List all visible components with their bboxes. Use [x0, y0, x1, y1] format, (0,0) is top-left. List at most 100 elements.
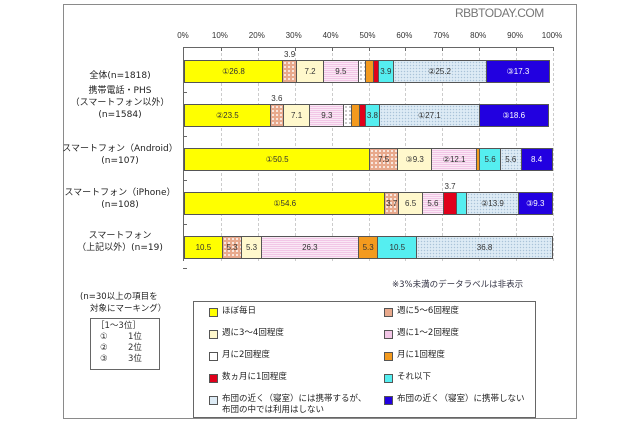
bar-segment: ②12.1	[432, 148, 477, 171]
legend-swatch-icon	[209, 352, 218, 361]
bar-segment: 10.5	[184, 236, 223, 259]
legend-swatch-icon	[384, 352, 393, 361]
legend-swatch-icon	[384, 396, 393, 405]
bar-segment: 5.3	[242, 236, 262, 259]
bar-segment: ②23.5	[184, 104, 271, 127]
x-tick-label: 40%	[322, 31, 339, 40]
legend-label: 月に1回程度	[397, 350, 445, 360]
bar-segment: ②25.2	[393, 60, 487, 83]
legend-item: 数ヵ月に1回程度	[209, 372, 287, 383]
bar-segment	[351, 104, 361, 127]
data-label: ②23.5	[215, 111, 239, 120]
bar-segment: 3.6	[270, 94, 284, 127]
legend-swatch-icon	[384, 330, 393, 339]
legend-item: 週に5～6回程度	[384, 306, 459, 317]
bar-segment: 5.6	[500, 148, 522, 171]
data-label: 3.8	[366, 111, 378, 120]
bar-segment: ①50.5	[184, 148, 371, 171]
legend-item: 布団の近く（寝室）に携帯しない	[384, 394, 525, 405]
bar-segment	[344, 104, 352, 127]
rank-key-row: ③ 3位	[100, 354, 142, 364]
data-label: 5.3	[245, 243, 258, 252]
bar-segment: 5.3	[222, 236, 243, 259]
marking-note: (n=30以上の項目を 対象にマーキング）	[80, 292, 167, 314]
row-label: スマートフォン（iPhone） (n=108)	[64, 188, 176, 210]
data-label: ①50.5	[265, 155, 289, 164]
bar-segment: ①26.8	[184, 60, 283, 83]
bar-segment: 7.2	[297, 60, 324, 83]
x-tick	[331, 47, 333, 51]
data-label: 7.2	[304, 67, 316, 76]
legend-item: ほぼ毎日	[209, 306, 256, 317]
bar-segment: 3.7	[443, 182, 458, 215]
data-label-above: 3.6	[271, 94, 283, 103]
x-tick-label: 0%	[177, 31, 189, 40]
data-label: 26.3	[302, 243, 318, 252]
bar-segment: ③17.3	[486, 60, 551, 83]
data-label: ①26.8	[222, 67, 245, 76]
data-label: ②13.9	[481, 199, 504, 208]
legend-label: 布団の近く（寝室）には携帯するが、 布団の中では利用はしない	[222, 394, 367, 415]
bar-segment	[366, 60, 375, 83]
bar-segment: 8.4	[521, 148, 553, 171]
x-tick-label: 50%	[359, 31, 376, 40]
y-tick	[183, 136, 187, 137]
rank-key-box: ［1～3位］ ① 1位 ② 2位 ③ 3位	[90, 318, 160, 370]
data-label: 9.3	[321, 111, 333, 120]
row-label: スマートフォン （上記以外）(n=19)	[77, 231, 163, 253]
legend-swatch-icon	[209, 330, 218, 339]
bar-segment: 6.5	[399, 192, 424, 215]
bar-segment	[476, 148, 481, 171]
bar-segment: 3.7	[385, 192, 400, 215]
data-label: 5.6	[484, 155, 496, 164]
bar-segment	[360, 104, 366, 127]
bar-segment	[374, 60, 380, 83]
stacked-bar: ①54.6 3.7 6.5 5.6 3.7 ②13.9 ③9.3	[184, 182, 553, 215]
x-tick-label: 20%	[248, 31, 265, 40]
legend-item: 週に3～4回程度	[209, 328, 284, 339]
data-label: ①54.6	[273, 199, 297, 208]
data-label: 8.4	[531, 155, 543, 164]
x-tick-label: 90%	[507, 31, 524, 40]
data-label: 10.5	[195, 243, 212, 252]
data-label: ③18.6	[502, 111, 526, 120]
x-tick	[405, 47, 407, 51]
bar-segment: 9.5	[323, 60, 359, 83]
x-tick-label: 80%	[470, 31, 487, 40]
data-label: ①27.1	[418, 111, 441, 120]
watermark: RBBTODAY.COM	[455, 6, 544, 20]
bar-segment: 36.8	[417, 236, 553, 259]
x-tick-label: 30%	[285, 31, 302, 40]
stacked-bar: 10.5 5.3 5.3 26.3 5.3 10.5 36.8	[184, 236, 553, 259]
stacked-bar: ①26.8 3.9 7.2 9.5 3.9 ②25.2 ③17.3	[184, 50, 551, 83]
x-tick	[294, 47, 296, 51]
data-label: ②12.1	[442, 155, 466, 164]
data-label: 5.3	[226, 243, 238, 252]
legend-label: 週に5～6回程度	[397, 306, 459, 316]
hidden-label-note: ※3%未満のデータラベルは非表示	[392, 280, 524, 290]
legend-label: 数ヵ月に1回程度	[222, 372, 287, 382]
bar-segment: 5.3	[358, 236, 379, 259]
data-label-above: 3.9	[284, 50, 296, 59]
legend-swatch-icon	[384, 308, 393, 317]
stacked-bar: ①50.5 7.5 ③9.3 ②12.1 5.6 5.6 8.4	[184, 148, 553, 171]
stacked-bar: ②23.5 3.6 7.1 9.3 3.8 ①27.1 ③18.6	[184, 94, 549, 127]
legend-label: 布団の近く（寝室）に携帯しない	[397, 394, 525, 404]
legend-item: 週に1～2回程度	[384, 328, 459, 339]
x-tick-label: 10%	[211, 31, 228, 40]
data-label: 36.8	[476, 243, 493, 252]
legend-swatch-icon	[209, 308, 218, 317]
legend-swatch-icon	[209, 396, 218, 405]
legend: ほぼ毎日 週に5～6回程度 週に3～4回程度 週に1～2回程度 月に2回程度 月に1回程度…	[193, 301, 536, 418]
legend-item: 布団の近く（寝室）には携帯するが、 布団の中では利用はしない	[209, 394, 366, 416]
data-label: 5.3	[362, 243, 374, 252]
legend-item: それ以下	[384, 372, 431, 383]
data-label: 5.6	[427, 199, 439, 208]
x-tick	[479, 47, 481, 51]
y-tick	[183, 268, 187, 269]
bar-segment: ③18.6	[479, 104, 549, 127]
bar-segment: ③9.3	[518, 192, 553, 215]
data-label: 9.5	[335, 67, 347, 76]
rank-key-row: ① 1位	[100, 332, 142, 342]
rank-key-row: ② 2位	[100, 343, 142, 353]
